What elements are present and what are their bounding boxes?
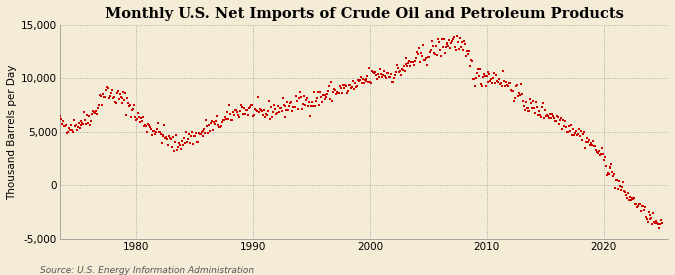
Text: Source: U.S. Energy Information Administration: Source: U.S. Energy Information Administ… [40,266,254,275]
Y-axis label: Thousand Barrels per Day: Thousand Barrels per Day [7,64,17,200]
Title: Monthly U.S. Net Imports of Crude Oil and Petroleum Products: Monthly U.S. Net Imports of Crude Oil an… [105,7,624,21]
